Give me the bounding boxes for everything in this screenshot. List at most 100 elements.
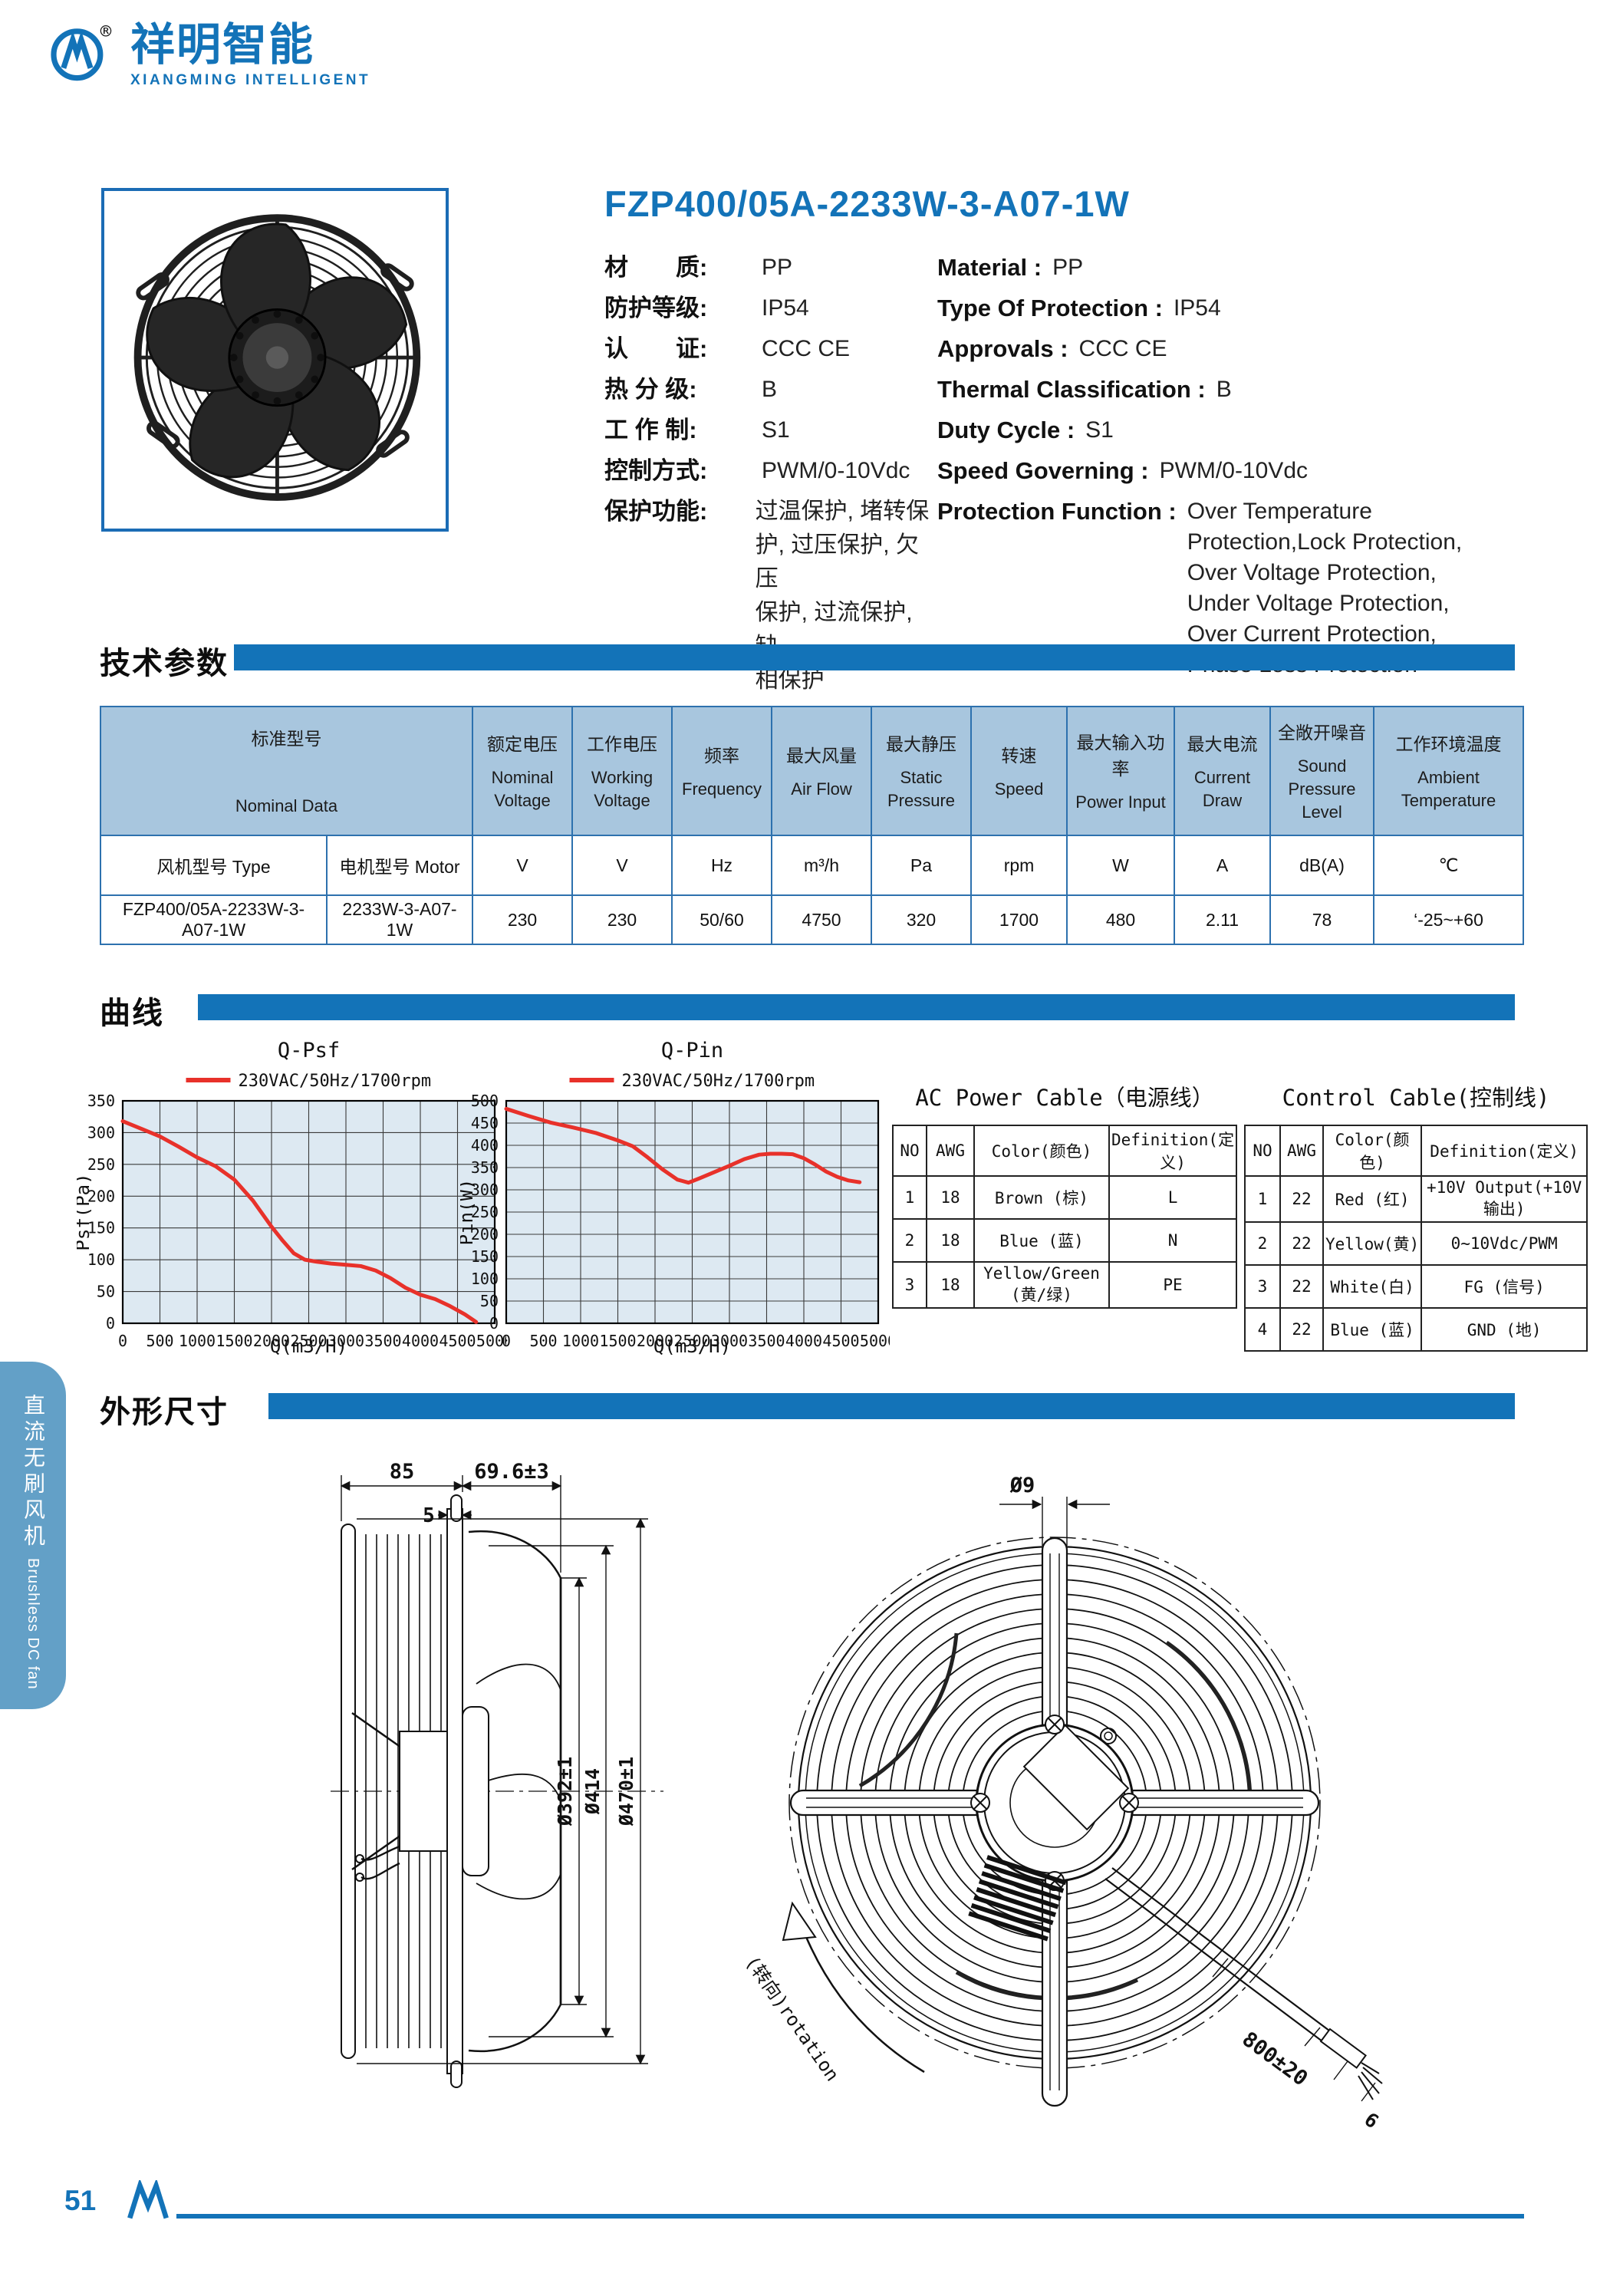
y-tick-label: 200 [471,1225,499,1244]
spec-value: CCC CE [1078,336,1167,361]
value-cell: 480 [1066,894,1175,945]
value-cell: 50/60 [671,894,772,945]
unit-cell: m³/h [771,835,872,896]
x-tick-label: 2500 [290,1332,327,1350]
y-tick-label: 0 [106,1314,115,1332]
x-tick-label: 2000 [637,1332,673,1350]
spec-value: Over Temperature Protection,Lock Protect… [1187,499,1463,677]
rotation-label: (转向)rotation [741,1952,843,2085]
cable-row: 1 22 Red (红) +10V Output(+10V输出) [1244,1175,1588,1223]
cable-cell: 22 [1279,1264,1324,1309]
x-tick-label: 4000 [402,1332,439,1350]
spec-row: 材 质: PP [604,247,934,288]
x-tick-label: 2000 [253,1332,290,1350]
cable-row: 3 22 White(白) FG (信号) [1244,1264,1588,1309]
cable-cell: 1 [1244,1175,1281,1223]
value-cell: 2.11 [1174,894,1271,945]
cable-cell: Brown (棕) [973,1175,1110,1220]
value-cell: 4750 [771,894,872,945]
cable-column-header: NO [892,1125,927,1177]
cable-table-title: AC Power Cable（电源线） [915,1085,1214,1111]
cable-cell: Blue (蓝) [973,1218,1110,1263]
dimension-lines [999,1497,1376,2102]
cable-cell: GND (地) [1421,1307,1588,1352]
spec-value: PP [762,255,793,280]
spec-label: 防护等级: [604,295,708,321]
spec-value: IP54 [762,295,809,321]
cable-table: NO AWG Color(颜色) Definition(定义) 1 18 Brown (棕)… [892,1125,1238,1309]
cable-column-header: Definition(定义) [1108,1125,1238,1177]
cable-row: 4 22 Blue (蓝) GND (地) [1244,1307,1588,1352]
ac-power-cable-table: AC Power Cable（电源线） NO AWG Color(颜色) Definit… [892,1080,1238,1309]
spec-value: S1 [1085,417,1114,443]
y-tick-label: 350 [87,1092,115,1110]
x-tick-label: 3500 [748,1332,785,1350]
spec-value: PWM/0-10Vdc [762,458,910,483]
spec-list-en: Material : PP Type Of Protection : IP54 Ap… [937,247,1559,680]
column-header: 最大静压 Static Pressure [871,706,972,836]
unit-cell: A [1174,835,1271,896]
unit-cell: W [1066,835,1175,896]
cable-cell: 18 [926,1175,975,1220]
y-tick-label: 300 [87,1123,115,1141]
dim-label-9: Ø9 [1009,1474,1035,1497]
footer-logo-icon [127,2180,169,2219]
dim-label-392: Ø392±1 [554,1757,576,1827]
cable-header-row: NO AWG Color(颜色) Definition(定义) [892,1125,1238,1177]
cable-row: 1 18 Brown (棕) L [892,1175,1238,1220]
section-title-tech: 技术参数 [100,647,229,680]
value-cell: 230 [571,894,673,945]
cable-column-header: AWG [1279,1125,1324,1177]
x-tick-label: 1000 [179,1332,216,1350]
value-cell: 230 [472,894,573,945]
spec-label: 认 证: [604,335,708,362]
y-tick-label: 400 [471,1136,499,1155]
section-title-curves: 曲线 [100,996,164,1030]
spec-row: Thermal Classification : B [937,369,1559,410]
spec-label: Thermal Classification : [937,376,1206,403]
x-tick-label: 1500 [599,1332,636,1350]
value-cell: 320 [871,894,972,945]
fan-blades [124,209,408,499]
spec-label: 控制方式: [604,457,708,484]
brand-header: ® 祥明智能 XIANGMING INTELLIGENT [48,17,370,89]
page-number: 51 [64,2185,97,2216]
spec-row: Protection Function : Over Temperature Pr… [937,491,1559,680]
table-header-row: 标准型号 Nominal Data 额定电压 Nominal Voltage 工作电压 W… [100,706,1524,836]
column-header: 最大风量 Air Flow [771,706,872,836]
y-tick-label: 100 [471,1270,499,1288]
section-bar [268,1393,1515,1419]
table-value-row: FZP400/05A-2233W-3-A07-1W 2233W-3-A07-1W 2… [100,894,1524,945]
cable-cell: Red (红) [1322,1175,1423,1223]
cable-cell: 22 [1279,1221,1324,1266]
cable-cell: Yellow(黄) [1322,1221,1423,1266]
spec-row: Approvals : CCC CE [937,328,1559,369]
cable-column-header: AWG [926,1125,975,1177]
spec-row: Speed Governing : PWM/0-10Vdc [937,450,1559,491]
sidebar-tab-cn: 直流无刷风机 [21,1394,45,1550]
cable-cell: 1 [892,1175,927,1220]
spec-value: S1 [762,417,790,443]
x-tick-label: 4000 [785,1332,822,1350]
cable-header-row: NO AWG Color(颜色) Definition(定义) [1244,1125,1588,1177]
cable-cell: FG (信号) [1421,1264,1588,1309]
x-axis-label: Q(m3/H) [653,1336,731,1357]
cable-column-header: Color(颜色) [973,1125,1110,1177]
curve-line [504,1106,862,1185]
unit-cell: Pa [871,835,972,896]
x-tick-label: 4500 [439,1332,476,1350]
spec-value: PWM/0-10Vdc [1159,458,1308,483]
sidebar-tab-en: Brushless DC fan [25,1558,41,1690]
chart-title: Q-Psf [278,1039,340,1062]
y-axis-label: Psf(Pa) [77,1173,94,1250]
y-tick-label: 300 [471,1181,499,1199]
dimension-drawing-front-view: Ø9 800±20 6 (转向)rotation [741,1474,1383,2133]
column-header: 最大输入功率 Power Input [1066,706,1175,836]
column-header: 工作环境温度 Ambient Temperature [1373,706,1524,836]
curve-line [120,1119,479,1324]
product-photo-frame [101,188,449,532]
cable-cell: 2 [892,1218,927,1263]
